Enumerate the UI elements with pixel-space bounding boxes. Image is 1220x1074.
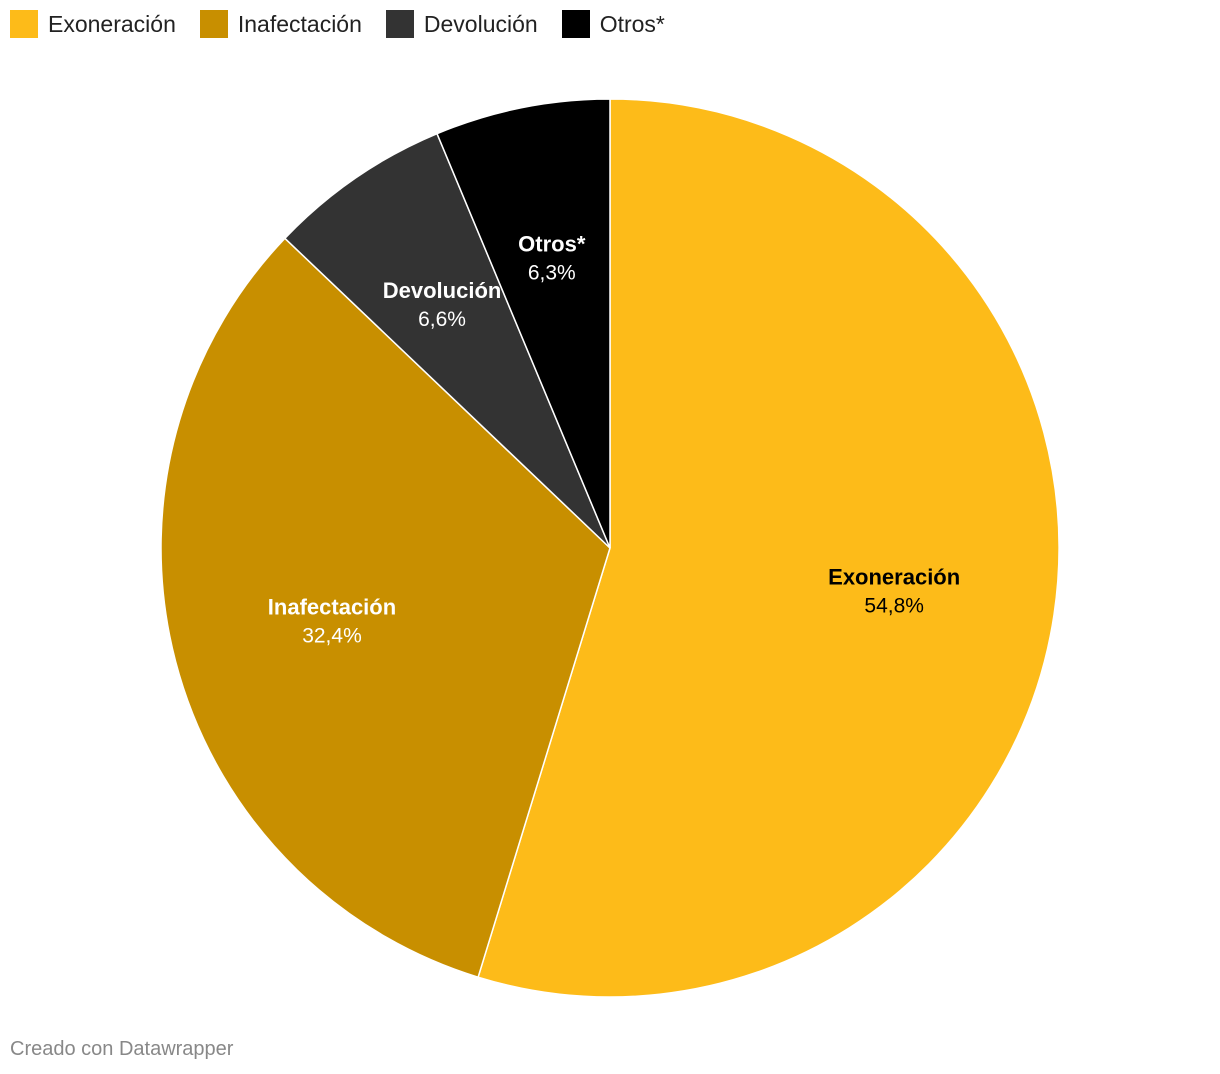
legend-label: Inafectación [237, 10, 362, 37]
footer-credit: Creado con Datawrapper [10, 1038, 234, 1060]
legend: Exoneración Inafectación Devolución Otros* [10, 10, 665, 38]
slice-label-value: 6,3% [528, 261, 576, 284]
legend-item: Exoneración [10, 10, 176, 38]
pie-slice [477, 98, 1060, 998]
legend-label: Devolución [423, 10, 538, 37]
pie-slice [283, 132, 611, 549]
slice-label-value: 54,8% [864, 595, 924, 618]
slice-label-value: 32,4% [302, 625, 362, 648]
slice-label: Exoneración 54,8% [828, 565, 960, 618]
slice-label-name: Inafectación [268, 595, 396, 620]
legend-swatch [10, 10, 38, 38]
legend-item: Inafectación [199, 10, 362, 38]
legend-label: Otros* [599, 10, 665, 37]
slice-label: Inafectación 32,4% [268, 595, 396, 648]
legend-item: Devolución [385, 10, 538, 38]
legend-swatch [199, 10, 228, 38]
legend-label: Exoneración [48, 10, 176, 37]
slice-label-value: 6,6% [418, 308, 466, 331]
legend-item: Otros* [561, 10, 665, 38]
legend-swatch [561, 10, 590, 38]
slice-label-name: Devolución [383, 278, 502, 303]
slice-label: Devolución 6,6% [383, 278, 502, 331]
slice-label-name: Exoneración [828, 565, 960, 590]
pie-slice [160, 237, 611, 979]
slice-label: Otros* 6,3% [518, 231, 586, 284]
legend-swatch [385, 10, 414, 38]
slice-label-name: Otros* [518, 231, 586, 256]
pie-slice [436, 98, 611, 549]
